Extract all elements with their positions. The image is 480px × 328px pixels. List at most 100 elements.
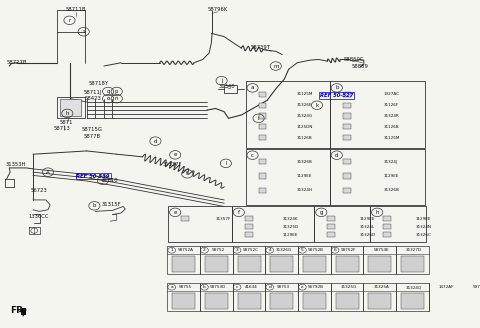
Text: 3: 3	[236, 248, 239, 252]
Text: 31326B: 31326B	[297, 160, 313, 164]
Bar	[466, 293, 480, 309]
Text: 41634: 41634	[244, 285, 257, 289]
Text: 1129EE: 1129EE	[283, 233, 298, 236]
Bar	[259, 113, 266, 119]
Bar	[343, 124, 350, 129]
Bar	[327, 224, 335, 229]
Bar	[343, 113, 350, 119]
Text: 31326B: 31326B	[384, 189, 399, 193]
Text: 58860C: 58860C	[344, 57, 364, 62]
Text: 31315F: 31315F	[102, 202, 121, 207]
Text: 1129EE: 1129EE	[416, 217, 432, 221]
Text: 31324J: 31324J	[384, 160, 397, 164]
Bar	[401, 256, 424, 273]
Text: b: b	[93, 203, 96, 208]
Text: 1472AF: 1472AF	[439, 285, 455, 289]
Text: 1129EE: 1129EE	[384, 174, 399, 178]
Text: 58711B: 58711B	[66, 7, 86, 12]
Text: i: i	[258, 116, 259, 121]
Text: n: n	[115, 96, 119, 101]
Text: 31324R: 31324R	[384, 114, 399, 118]
Bar	[343, 188, 350, 193]
Text: 58715G: 58715G	[82, 127, 102, 132]
Text: 1129EE: 1129EE	[360, 217, 375, 221]
Bar	[343, 174, 350, 179]
Text: e: e	[301, 285, 304, 289]
Bar	[396, 283, 429, 311]
Bar	[331, 246, 363, 275]
Text: 1336CC: 1336CC	[28, 215, 49, 219]
Text: 31340: 31340	[218, 84, 235, 89]
Text: 31353H: 31353H	[6, 161, 26, 167]
Bar	[343, 135, 350, 140]
Text: REF 50-527: REF 50-527	[320, 93, 353, 98]
Bar	[245, 224, 252, 229]
Text: 31324N: 31324N	[416, 225, 432, 229]
Text: 58739T: 58739T	[251, 45, 271, 50]
Bar	[327, 232, 335, 237]
Text: a: a	[251, 85, 254, 91]
Text: b: b	[335, 85, 338, 91]
Text: 31125M: 31125M	[384, 135, 400, 139]
Bar	[363, 283, 396, 311]
Bar	[343, 92, 350, 97]
Bar	[200, 246, 233, 275]
Text: 31326E: 31326E	[297, 103, 312, 107]
Bar	[205, 256, 228, 273]
Text: c: c	[236, 285, 238, 289]
Bar	[270, 293, 293, 309]
Text: c: c	[101, 178, 105, 183]
Text: 58753: 58753	[277, 285, 290, 289]
Text: 31324H: 31324H	[297, 189, 313, 193]
Text: h: h	[66, 111, 69, 116]
Bar	[60, 99, 82, 116]
Bar	[270, 256, 293, 273]
Text: FR: FR	[10, 306, 23, 315]
Bar	[245, 232, 252, 237]
Text: 5871: 5871	[59, 120, 73, 125]
Text: d: d	[335, 153, 338, 158]
Text: 31310: 31310	[102, 178, 119, 183]
Bar	[383, 216, 391, 221]
Bar	[57, 97, 84, 118]
Bar	[168, 283, 200, 311]
Bar	[343, 103, 350, 108]
Text: 5: 5	[301, 248, 304, 252]
Text: 58713: 58713	[53, 126, 70, 131]
Bar	[172, 256, 195, 273]
Bar	[224, 85, 237, 93]
Text: 58859: 58859	[351, 64, 369, 69]
Text: r: r	[68, 18, 71, 23]
Text: l: l	[225, 161, 227, 166]
Text: 58755: 58755	[179, 285, 192, 289]
Bar	[383, 232, 391, 237]
Bar	[396, 246, 429, 275]
Text: p: p	[115, 89, 119, 94]
Bar	[327, 216, 335, 221]
Bar	[233, 246, 265, 275]
Text: A: A	[46, 170, 50, 175]
Bar	[265, 246, 298, 275]
Bar	[259, 92, 266, 97]
Text: 31324L: 31324L	[360, 225, 375, 229]
Text: k: k	[315, 103, 319, 108]
Text: 6: 6	[334, 248, 336, 252]
Bar	[265, 283, 298, 311]
Text: 58753D: 58753D	[210, 285, 226, 289]
Bar	[238, 256, 261, 273]
Bar	[246, 149, 330, 205]
Text: 58752F: 58752F	[341, 248, 357, 252]
Bar	[343, 159, 350, 164]
Bar	[259, 103, 266, 108]
Text: 31126F: 31126F	[384, 103, 398, 107]
Text: 2: 2	[203, 248, 206, 252]
Text: f: f	[186, 171, 188, 176]
Bar	[181, 216, 189, 221]
Text: 58752C: 58752C	[243, 248, 259, 252]
Bar	[336, 256, 359, 273]
Text: 56723: 56723	[30, 188, 47, 193]
Bar	[246, 81, 330, 148]
Bar	[429, 283, 461, 311]
Text: 58752A: 58752A	[178, 248, 193, 252]
Text: j: j	[221, 78, 222, 83]
